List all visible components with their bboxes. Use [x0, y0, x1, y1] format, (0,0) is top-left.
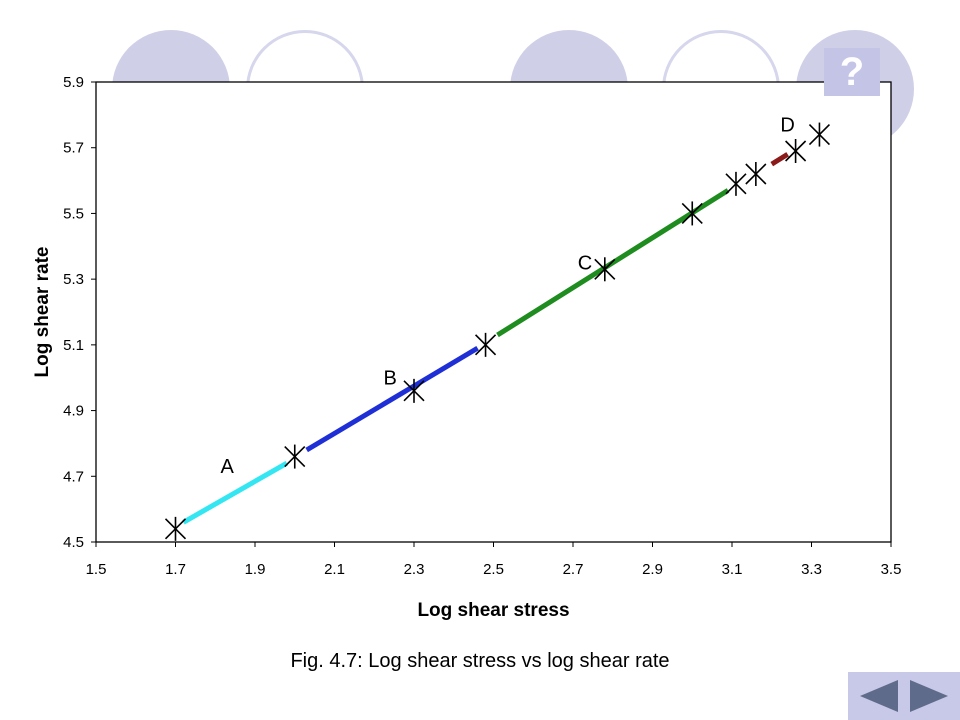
segment-label-d: D [780, 114, 794, 136]
previous-slide-button[interactable] [856, 678, 902, 714]
data-point [745, 162, 767, 186]
data-point [808, 122, 831, 147]
question-mark-icon: ? [839, 49, 865, 94]
x-tick-label: 2.9 [642, 561, 663, 578]
x-tick-label: 3.1 [722, 561, 743, 578]
figure-caption: Fig. 4.7: Log shear stress vs log shear … [0, 650, 960, 673]
segment-label-c: C [578, 252, 592, 274]
data-point [681, 201, 703, 226]
y-tick-label: 4.7 [63, 468, 84, 485]
y-axis-title: Log shear rate [32, 247, 53, 378]
y-tick-label: 4.5 [63, 534, 84, 551]
x-tick-label: 2.7 [563, 561, 584, 578]
navigation-bar [848, 672, 960, 720]
segment-label-a: A [221, 456, 235, 478]
y-tick-label: 4.9 [63, 403, 84, 420]
data-point [474, 332, 497, 357]
y-tick-label: 5.5 [63, 205, 84, 222]
chart: 1.5 1.7 1.9 2.1 2.3 2.5 2.7 2.9 3.1 3.3 3.5 4.5 4.7 4… [32, 74, 902, 621]
data-point [403, 378, 425, 403]
data-point [284, 444, 306, 469]
data-point [594, 257, 616, 282]
segment-d [770, 152, 789, 167]
help-button[interactable]: ? [824, 48, 880, 96]
data-point [164, 516, 187, 541]
caption-text: Log shear stress vs log shear rate [362, 650, 670, 672]
x-tick-label: 3.3 [801, 561, 822, 578]
x-tick-label: 1.9 [245, 561, 266, 578]
x-tick-label: 3.5 [881, 561, 902, 578]
segment-b [305, 345, 479, 453]
y-tick-label: 5.7 [63, 140, 84, 157]
x-tick-label: 2.3 [404, 561, 425, 578]
segment-c [496, 188, 730, 338]
next-slide-button[interactable] [906, 678, 952, 714]
x-tick-label: 2.5 [483, 561, 504, 578]
plot-area [95, 81, 892, 543]
x-tick-label: 2.1 [324, 561, 345, 578]
triangle-left-icon [860, 680, 898, 712]
x-tick-label: 1.7 [165, 561, 186, 578]
segment-label-b: B [383, 367, 396, 389]
y-tick-label: 5.3 [63, 271, 84, 288]
triangle-right-icon [910, 680, 948, 712]
x-tick-label: 1.5 [86, 561, 107, 578]
y-tick-label: 5.1 [63, 337, 84, 354]
data-point [785, 139, 807, 163]
caption-prefix: Fig. 4.7: [290, 650, 363, 672]
segment-a [182, 460, 289, 525]
x-axis-title: Log shear stress [417, 600, 569, 621]
y-tick-label: 5.9 [63, 74, 84, 91]
data-point [725, 171, 747, 196]
